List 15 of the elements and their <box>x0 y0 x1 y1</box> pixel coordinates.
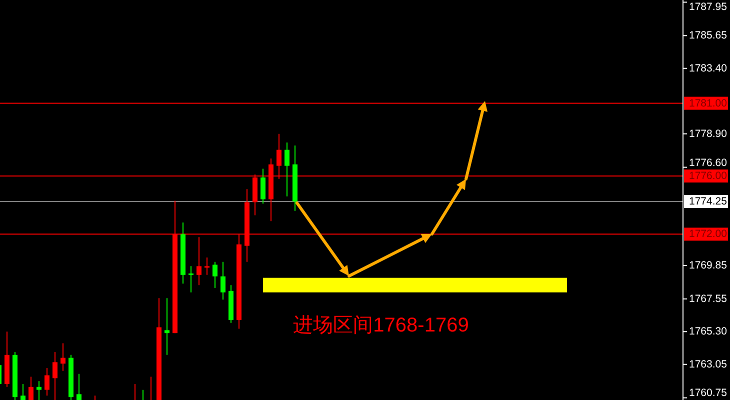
y-tick-label: 1785.65 <box>689 30 728 42</box>
ref-line-label: 1781.00 <box>689 97 728 110</box>
y-tick-label: 1776.60 <box>689 157 728 169</box>
y-tick-label: 1778.90 <box>689 128 728 140</box>
ref-line-label: 1774.25 <box>689 195 728 208</box>
y-tick-label: 1765.30 <box>689 326 728 338</box>
y-tick-label: 1767.55 <box>689 292 728 305</box>
y-tick-label: 1763.05 <box>689 358 728 370</box>
band-label: 进场区间1768-1769 <box>293 314 469 336</box>
ref-line-label: 1776.00 <box>689 170 728 182</box>
y-tick-label: 1787.95 <box>689 1 728 13</box>
y-tick-label: 1769.85 <box>689 259 728 272</box>
ref-line-label: 1772.00 <box>689 228 728 240</box>
y-tick-label: 1783.40 <box>689 62 728 74</box>
y-tick-label: 1760.75 <box>689 387 728 399</box>
